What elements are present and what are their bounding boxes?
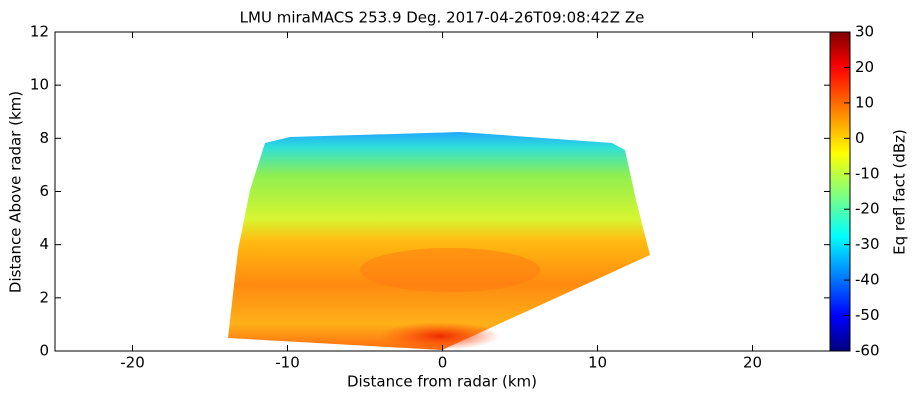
y-tick-label: 8	[39, 129, 49, 147]
x-tick-label: 20	[743, 354, 762, 372]
colorbar-tick-label: 0	[855, 129, 865, 147]
y-axis-label: Distance Above radar (km)	[7, 91, 25, 293]
y-tick-label: 12	[30, 23, 49, 41]
x-tick-label: 10	[588, 354, 607, 372]
y-tick-label: 10	[30, 76, 49, 94]
colorbar-tick-label: -10	[855, 164, 880, 182]
colorbar-tick-label: 10	[855, 93, 874, 111]
chart-title: LMU miraMACS 253.9 Deg. 2017-04-26T09:08…	[240, 9, 645, 27]
x-axis-label: Distance from radar (km)	[347, 373, 537, 391]
y-tick-label: 6	[39, 182, 49, 200]
colorbar-tick-label: -20	[855, 200, 880, 218]
y-tick-label: 4	[39, 235, 49, 253]
x-tick-label: -20	[120, 354, 145, 372]
colorbar-tick-label: 20	[855, 58, 874, 76]
colorbar-tick-label: -60	[855, 342, 880, 360]
colorbar-tick-label: -40	[855, 271, 880, 289]
colorbar-tick-label: -30	[855, 235, 880, 253]
x-tick-label: -10	[275, 354, 300, 372]
x-tick-label: 0	[438, 354, 448, 372]
y-tick-label: 0	[39, 342, 49, 360]
colorbar-tick-label: 30	[855, 23, 874, 41]
radar-field	[228, 132, 650, 350]
y-tick-label: 2	[39, 288, 49, 306]
colorbar	[829, 31, 851, 352]
colorbar-label: Eq refl fact (dBz)	[891, 129, 909, 255]
colorbar-tick-label: -50	[855, 306, 880, 324]
